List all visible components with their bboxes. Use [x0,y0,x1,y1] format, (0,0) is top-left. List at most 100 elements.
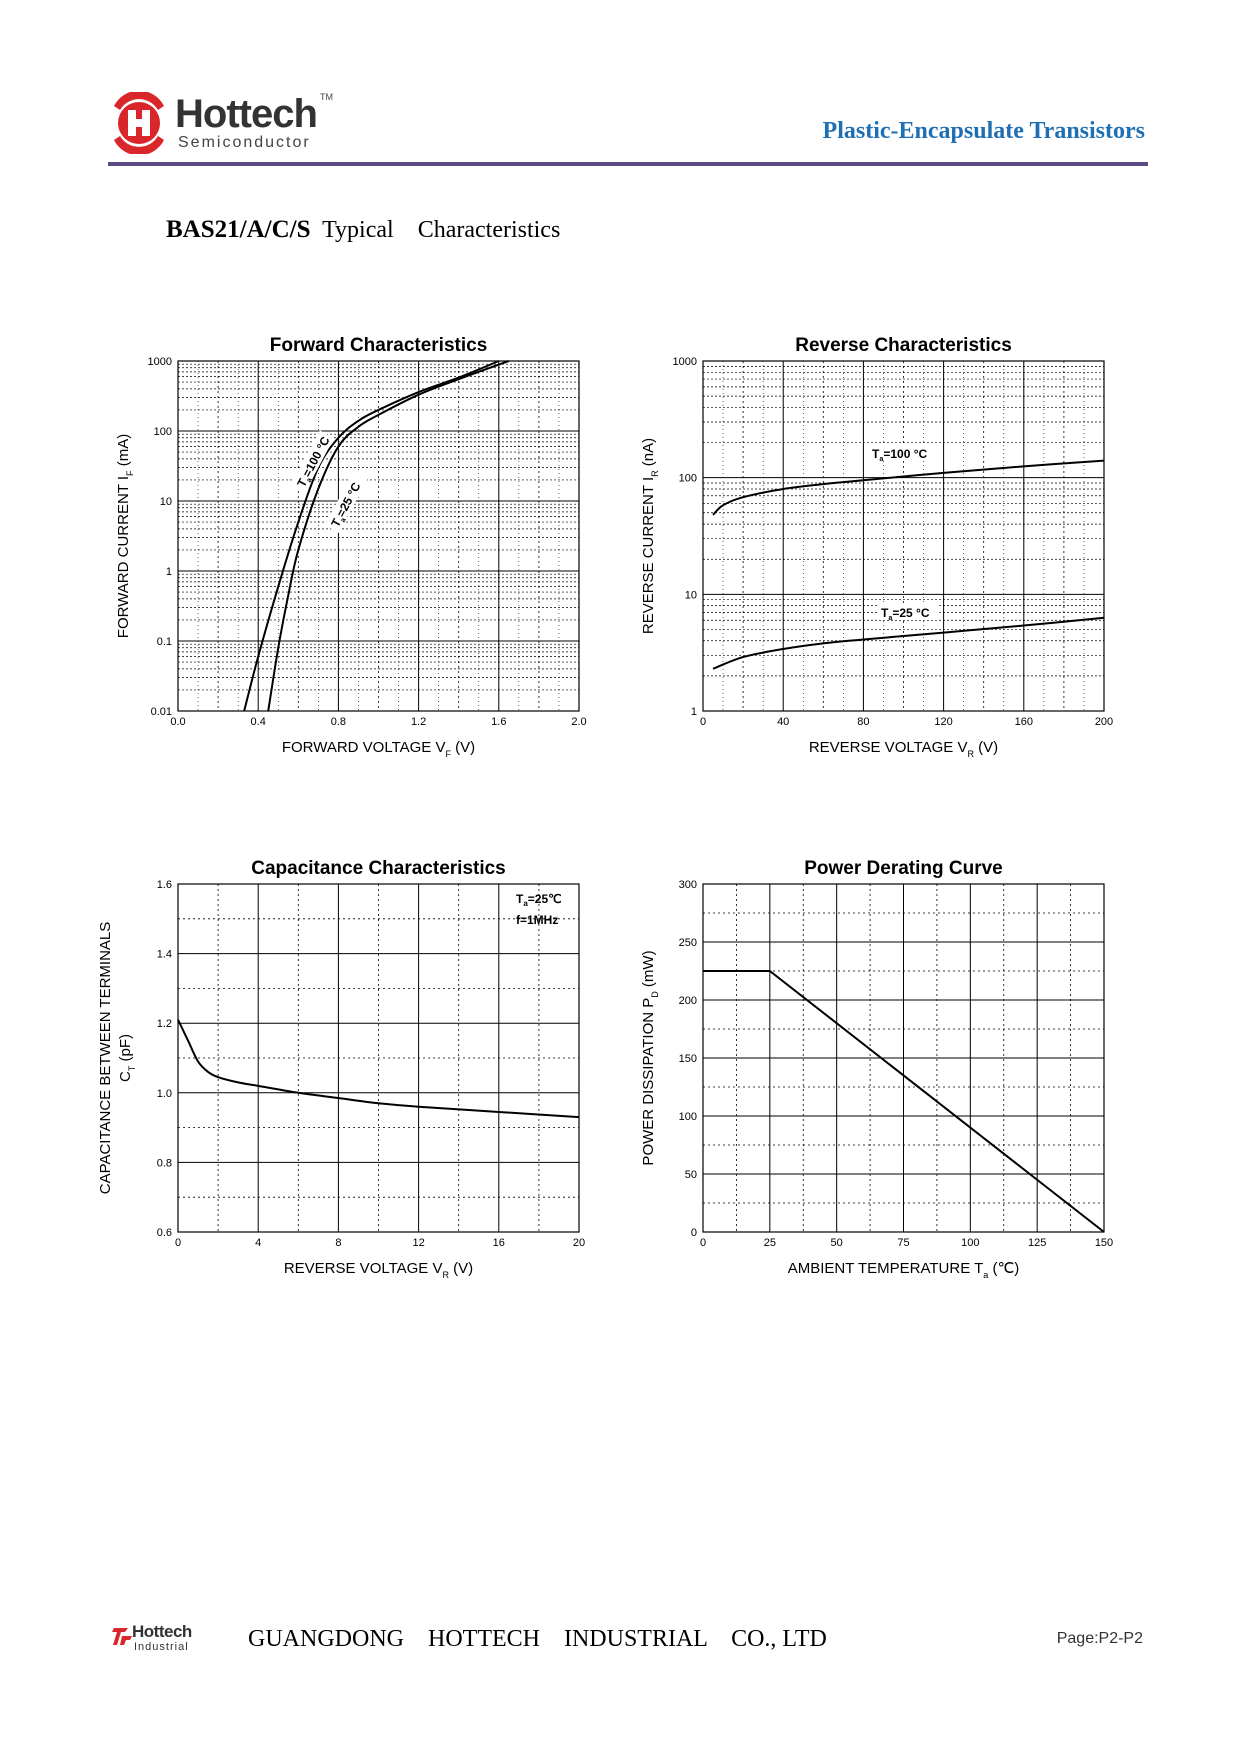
x-tick-label: 0 [175,1237,181,1249]
y-tick-label: 200 [679,995,697,1007]
series-label-ta100-bg [290,430,335,493]
plot-frame [177,360,580,712]
series-line-1 [267,360,510,712]
y-axis-label-line1: CAPACITANCE BETWEEN TERMINALS [97,922,114,1195]
y-tick-label: 10 [685,589,697,601]
footer-logo-name: Hottech [132,1622,192,1641]
x-axis-label: AMBIENT TEMPERATURE Ta (℃) [788,1260,1020,1280]
y-tick-label: 1.4 [157,949,172,961]
brand-trademark: TM [320,92,333,102]
y-tick-label: 10 [160,496,172,508]
y-tick-label: 0.8 [157,1157,172,1169]
plot-frame [702,360,1105,712]
x-axis-label: FORWARD VOLTAGE VF (V) [282,739,475,759]
brand-logo [110,90,350,156]
brand-subtitle: Semiconductor [178,134,311,151]
y-tick-label: 50 [685,1169,697,1181]
x-tick-label: 1.2 [411,716,426,728]
series-label-ta100-bg [868,445,931,461]
grid [702,360,1105,712]
grid [177,883,580,1233]
x-tick-label: 75 [897,1237,909,1249]
series-line-1 [712,616,1105,670]
page-title: BAS21/A/C/S Typical Characteristics [166,216,560,244]
chart-title: Capacitance Characteristics [251,858,506,879]
footer-company: GUANGDONG HOTTECH INDUSTRIAL CO., LTD [248,1626,827,1652]
plot-frame [702,883,1105,1233]
x-tick-label: 16 [493,1237,505,1249]
x-tick-label: 40 [777,716,789,728]
y-axis-label: POWER DISSIPATION PD (mW) [640,950,660,1165]
y-axis-label: FORWARD CURRENT IF (mA) [115,434,135,638]
x-tick-label: 0.4 [251,716,266,728]
y-tick-label: 1.0 [157,1088,172,1100]
x-tick-label: 80 [857,716,869,728]
y-tick-label: 100 [679,1111,697,1123]
y-tick-label: 1000 [673,356,697,368]
x-tick-label: 100 [961,1237,979,1249]
x-tick-label: 8 [335,1237,341,1249]
series-label-ta25: Ta=25 °C [328,480,365,531]
x-tick-label: 125 [1028,1237,1046,1249]
series-line-0 [712,459,1105,516]
x-tick-label: 25 [764,1237,776,1249]
chart-title: Power Derating Curve [804,858,1003,879]
header-title: Plastic-Encapsulate Transistors [822,118,1145,144]
y-tick-label: 100 [679,473,697,485]
grid [702,883,1105,1233]
series-label-ta25-bg [324,470,369,533]
header-divider [108,162,1148,166]
x-axis-label: REVERSE VOLTAGE VR (V) [809,739,998,759]
page-number: Page:P2-P2 [1056,1630,1143,1647]
x-tick-label: 200 [1095,716,1113,728]
x-tick-label: 4 [255,1237,261,1249]
brand-name: Hottech [175,92,318,136]
x-tick-label: 120 [934,716,952,728]
y-tick-label: 150 [679,1053,697,1065]
y-tick-label: 0.1 [157,636,172,648]
y-tick-label: 1.2 [157,1018,172,1030]
x-tick-label: 0 [700,716,706,728]
y-tick-label: 1 [691,706,697,718]
annotation-frequency: f=1MHz [516,913,558,927]
x-tick-label: 150 [1095,1237,1113,1249]
series-label-ta25: Ta=25 °C [881,606,930,622]
y-axis-label: REVERSE CURRENT IR (nA) [640,438,660,634]
y-tick-label: 100 [154,426,172,438]
part-number: BAS21/A/C/S [166,216,311,243]
power-derating-chart: 0 25 50 75 100 125 150 0 50 100 150 200 250 300 Power … [640,858,1113,1280]
x-tick-label: 12 [412,1237,424,1249]
x-tick-label: 2.0 [571,716,586,728]
annotation-temperature: Ta=25℃ [516,892,562,908]
x-axis-label: REVERSE VOLTAGE VR (V) [284,1260,473,1280]
chart-title: Forward Characteristics [270,335,488,356]
series-label-ta100: Ta=100 °C [872,447,928,463]
y-tick-label: 250 [679,937,697,949]
y-tick-label: 0.01 [151,706,172,718]
x-tick-label: 160 [1015,716,1033,728]
forward-characteristics-chart: 0.0 0.4 0.8 1.2 1.6 2.0 0.01 0.1 1 10 100 1000 Forwa… [115,335,587,759]
series-label-ta25-bg [877,604,940,620]
y-tick-label: 0 [691,1227,697,1239]
reverse-characteristics-chart: 0 40 80 120 160 200 1 10 100 1000 Reverse Characte… [640,335,1113,759]
x-tick-label: 50 [831,1237,843,1249]
hottech-logo-icon [114,90,164,156]
x-tick-label: 0.0 [170,716,185,728]
y-tick-label: 1.6 [157,879,172,891]
footer-logo-subtitle: Industrial [134,1641,189,1653]
capacitance-characteristics-chart: 0 4 8 12 16 20 0.6 0.8 1.0 1.2 1.4 1.6 Capacitance C… [97,858,585,1280]
page-subtitle: Typical Characteristics [322,217,561,243]
series-line-0 [243,360,500,712]
y-tick-label: 1000 [148,356,172,368]
x-tick-label: 1.6 [491,716,506,728]
y-tick-label: 1 [166,566,172,578]
y-tick-label: 0.6 [157,1227,172,1239]
plot-frame [177,883,580,1233]
x-tick-label: 20 [573,1237,585,1249]
footer-logo-icon [112,1628,132,1645]
series-line-0 [703,970,1105,1233]
x-tick-label: 0 [700,1237,706,1249]
y-tick-label: 300 [679,879,697,891]
chart-title: Reverse Characteristics [795,335,1012,356]
